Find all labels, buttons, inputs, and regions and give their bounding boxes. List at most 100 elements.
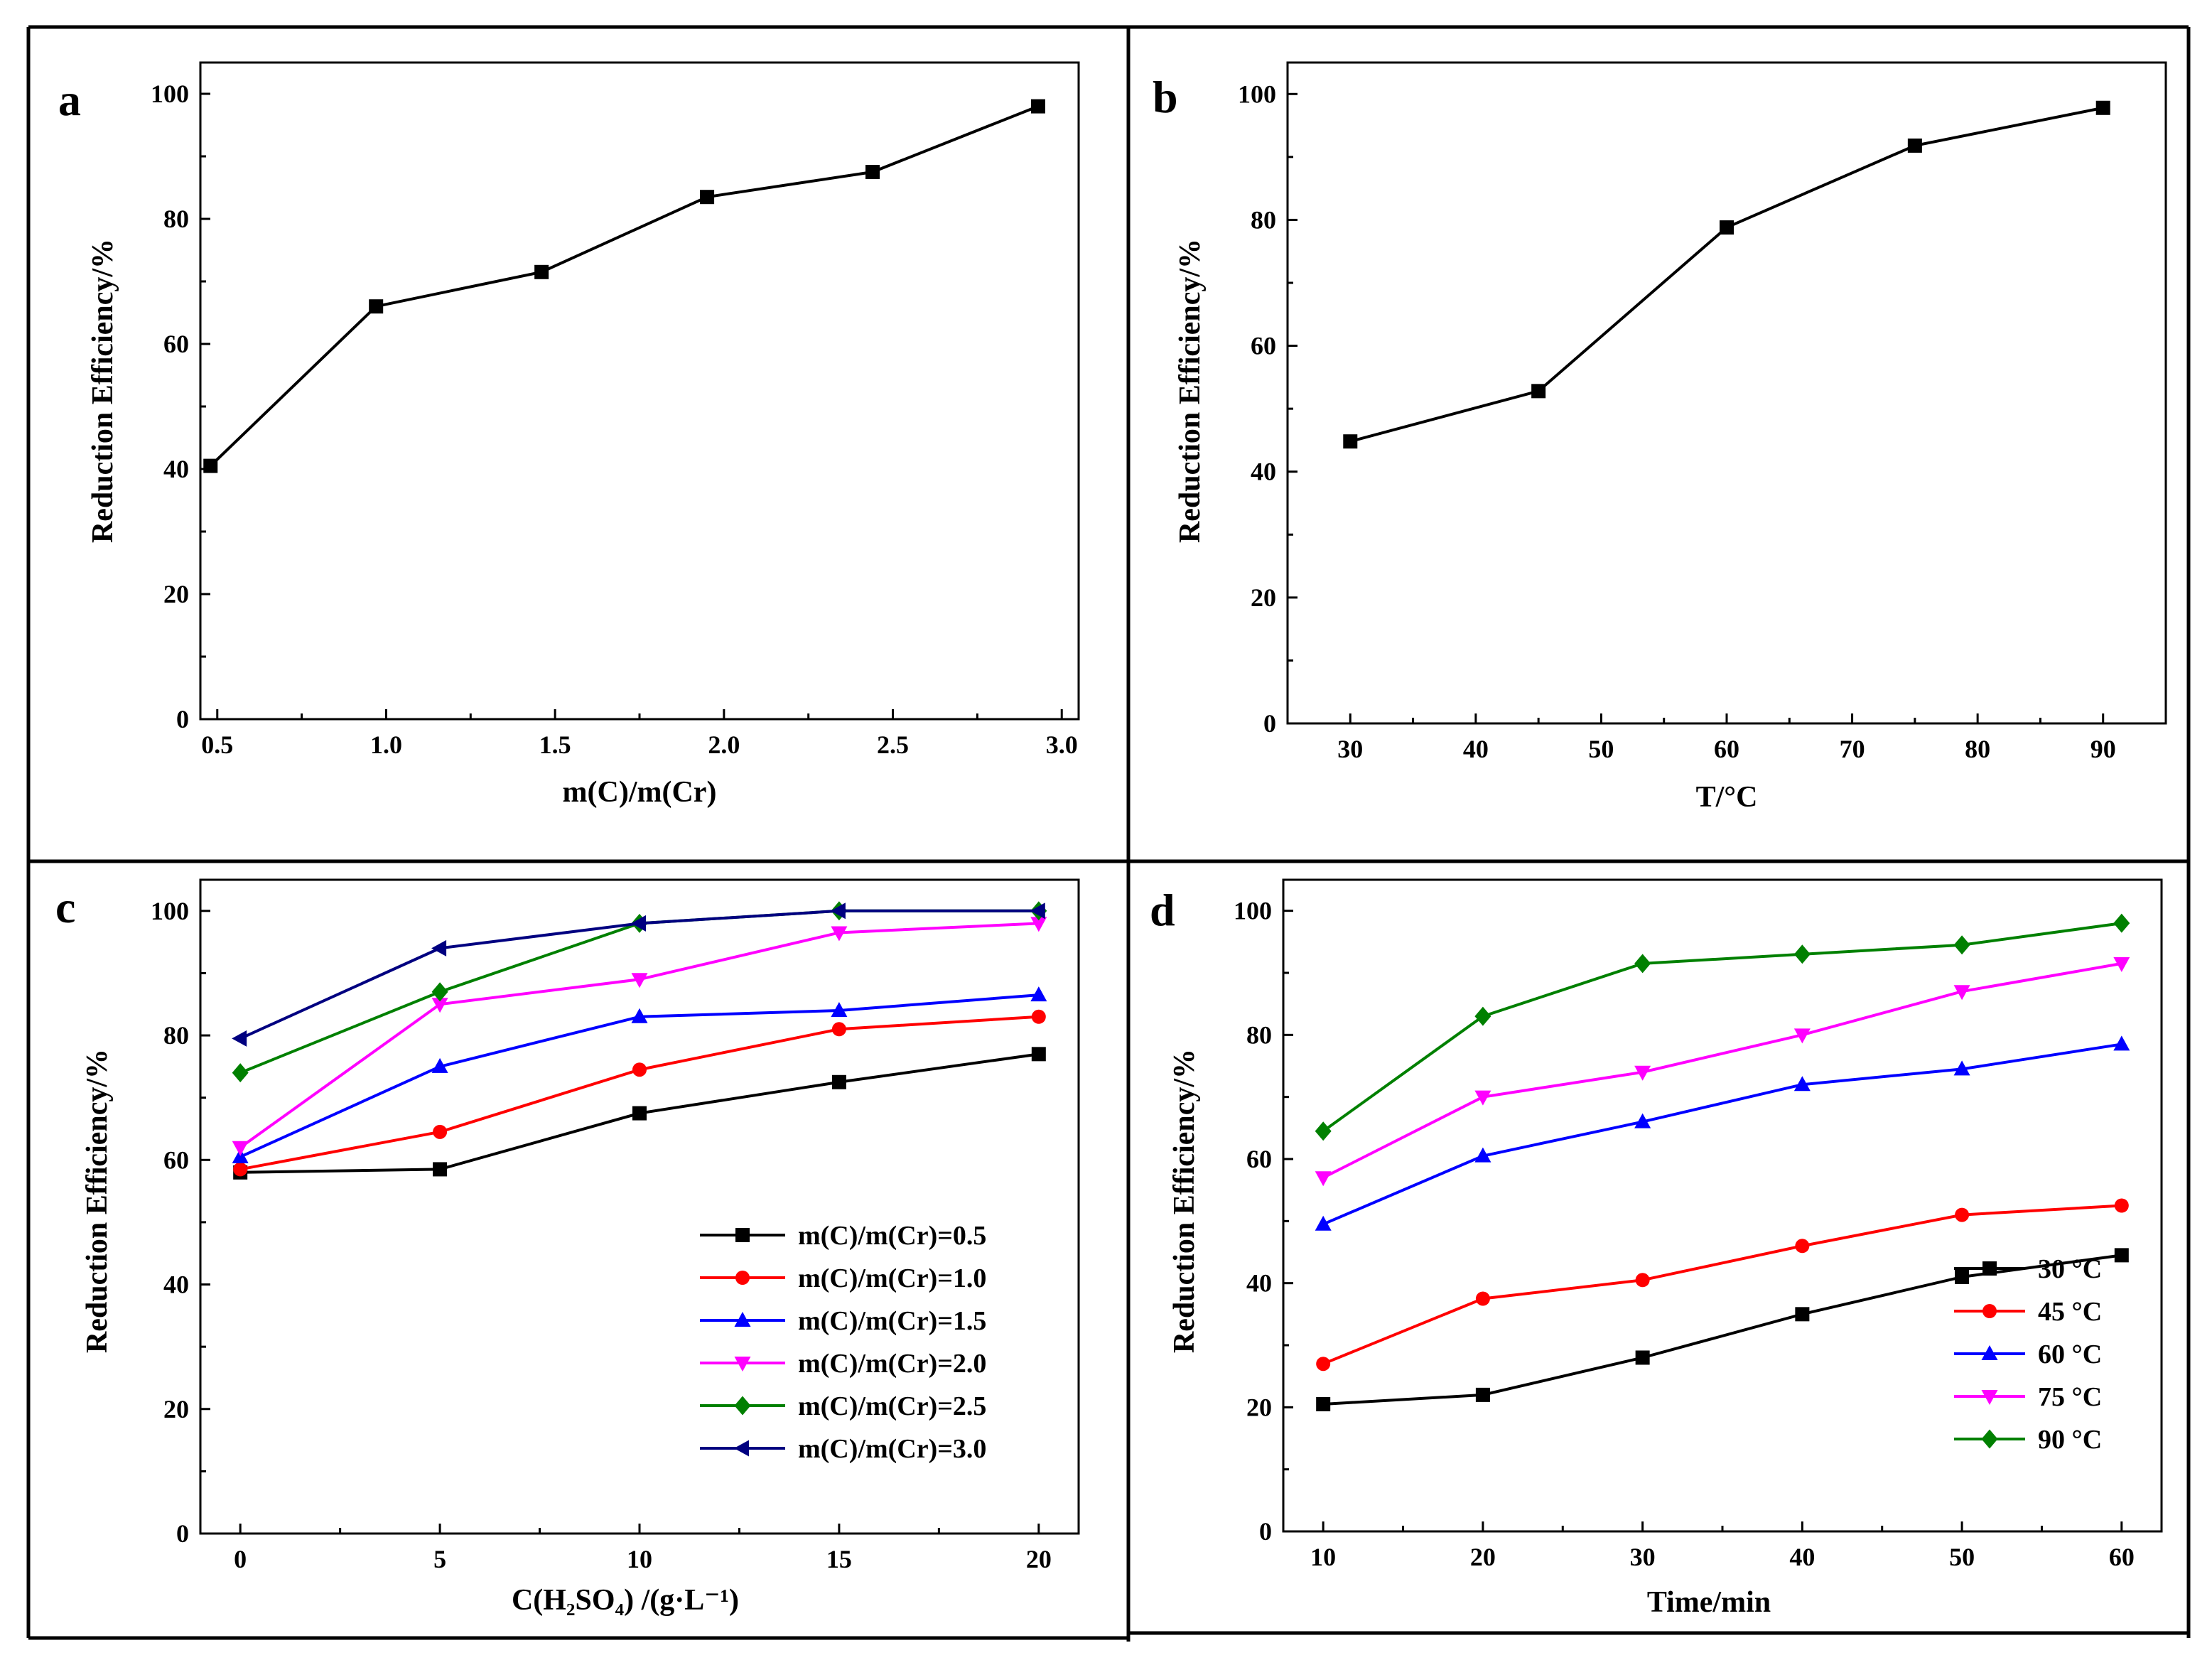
data-point-c-1-4: [1031, 1009, 1046, 1024]
x-tick-label-b: 30: [1337, 735, 1363, 763]
x-tick-label-a: 0.5: [201, 731, 233, 759]
x-axis-title-a: m(C)/m(Cr): [563, 776, 717, 809]
panel-letter-a: a: [58, 75, 81, 125]
data-point-c-5-0: [232, 1030, 247, 1047]
data-point-c-0-2: [632, 1106, 647, 1121]
x-axis-title-c: C(H₂SO₄) /(g·L⁻¹): [512, 1584, 739, 1617]
panel-frames: [26, 25, 2191, 1642]
legend-marker-c-5: [734, 1440, 749, 1457]
data-point-d-0-3: [1795, 1307, 1810, 1322]
series-line-d-2: [1322, 1042, 2122, 1226]
x-tick-label-c: 5: [433, 1545, 446, 1573]
data-point-c-1-0: [233, 1162, 248, 1177]
y-tick-label-d: 80: [1246, 1020, 1272, 1049]
data-point-c-2-2: [631, 1008, 648, 1023]
data-point-d-3-4: [1953, 985, 1970, 1001]
x-tick-label-d: 60: [2109, 1543, 2135, 1571]
data-point-a-0-5: [1030, 99, 1045, 114]
legend-marker-d-1: [1982, 1304, 1997, 1318]
data-point-c-5-3: [830, 902, 846, 920]
x-tick-label-a: 2.0: [708, 731, 740, 759]
y-tick-label-c: 60: [163, 1146, 189, 1174]
legend-marker-c-0: [735, 1228, 750, 1242]
data-point-d-1-0: [1316, 1357, 1331, 1372]
data-point-c-1-2: [632, 1062, 647, 1077]
data-point-a-0-4: [865, 165, 880, 179]
data-point-a-0-2: [534, 264, 549, 279]
data-point-c-4-1: [431, 982, 448, 1002]
x-axis-title-b: T/°C: [1696, 781, 1758, 814]
y-axis-title-a: Reduction Efficiency/%: [87, 239, 119, 543]
data-point-c-5-2: [631, 915, 646, 932]
legend-marker-d-3: [1981, 1390, 1998, 1405]
data-point-a-0-3: [700, 190, 715, 205]
data-point-c-0-4: [1031, 1047, 1046, 1062]
data-point-c-4-0: [232, 1063, 249, 1083]
y-tick-label-a: 20: [163, 580, 189, 608]
x-axis-title-d: Time/min: [1647, 1586, 1771, 1619]
panel-letter-c: c: [55, 882, 75, 932]
series-line-d-3: [1322, 961, 2122, 1179]
y-axis-title-d: Reduction Efficiency/%: [1168, 1049, 1201, 1353]
y-tick-label-d: 60: [1246, 1145, 1272, 1173]
data-point-c-3-2: [631, 973, 648, 988]
data-point-b-0-3: [1907, 138, 1922, 153]
data-point-d-2-0: [1315, 1215, 1332, 1231]
data-point-d-3-0: [1315, 1171, 1332, 1187]
data-point-d-1-4: [1955, 1207, 1970, 1222]
y-tick-label-d: 40: [1246, 1269, 1272, 1298]
data-point-d-3-1: [1474, 1090, 1491, 1106]
y-tick-label-b: 100: [1238, 80, 1276, 108]
panel-d: 10 20 30 40 50 60 0 20 40 60 80 100 Time/min Reductio…: [1150, 878, 2163, 1619]
legend-label-d-4: 90 °C: [2038, 1425, 2102, 1455]
y-tick-label-c: 100: [151, 897, 189, 925]
legend-marker-c-2: [734, 1312, 751, 1327]
x-tick-label-c: 20: [1026, 1545, 1052, 1573]
x-tick-label-c: 0: [234, 1545, 247, 1573]
y-tick-label-a: 60: [163, 330, 189, 358]
data-point-d-4-1: [1474, 1006, 1491, 1026]
x-tick-label-d: 10: [1310, 1543, 1336, 1571]
data-point-d-1-5: [2114, 1198, 2129, 1213]
x-tick-label-b: 70: [1840, 735, 1865, 763]
data-point-c-3-4: [1030, 917, 1047, 932]
data-point-c-2-4: [1030, 986, 1047, 1002]
y-tick-label-c: 20: [163, 1395, 189, 1423]
legend-label-c-4: m(C)/m(Cr)=2.5: [798, 1391, 986, 1421]
y-tick-label-c: 80: [163, 1021, 189, 1050]
y-axis-title-b: Reduction Efficiency/%: [1174, 239, 1207, 543]
data-point-c-3-0: [232, 1141, 249, 1156]
legend-label-c-3: m(C)/m(Cr)=2.0: [798, 1349, 986, 1379]
series-line-d-1: [1322, 1204, 2122, 1366]
legend-marker-c-1: [735, 1271, 750, 1285]
y-tick-label-d: 100: [1234, 897, 1272, 925]
data-point-b-0-4: [2095, 100, 2110, 115]
data-point-d-4-3: [1793, 944, 1811, 964]
x-tick-label-b: 80: [1965, 735, 1990, 763]
data-point-c-5-1: [431, 939, 447, 957]
data-point-d-0-5: [2114, 1248, 2129, 1263]
y-tick-label-c: 40: [163, 1271, 189, 1299]
data-point-c-1-3: [831, 1022, 846, 1037]
data-point-c-3-1: [431, 998, 448, 1013]
legend-marker-c-3: [734, 1357, 751, 1372]
x-tick-label-a: 3.0: [1046, 731, 1078, 759]
legend-marker-d-0: [1982, 1261, 1997, 1276]
y-tick-label-c: 0: [176, 1519, 189, 1548]
x-tick-label-a: 1.0: [370, 731, 402, 759]
legend-marker-c-4: [734, 1396, 751, 1416]
data-point-d-1-1: [1475, 1291, 1490, 1306]
y-tick-label-b: 20: [1251, 583, 1276, 612]
panel-b: 30 40 50 60 70 80 90 0 20 40 60 80 100 T/°C Reduction …: [1153, 61, 2167, 814]
series-line-d-4: [1322, 922, 2122, 1133]
y-tick-label-d: 20: [1246, 1393, 1272, 1421]
data-point-d-3-3: [1793, 1028, 1811, 1044]
x-tick-label-c: 15: [826, 1545, 852, 1573]
y-tick-label-a: 80: [163, 205, 189, 233]
data-point-d-2-3: [1793, 1076, 1811, 1092]
legend-label-d-2: 60 °C: [2038, 1340, 2102, 1369]
y-tick-label-a: 40: [163, 455, 189, 483]
data-point-b-0-0: [1343, 434, 1358, 449]
x-tick-label-d: 50: [1949, 1543, 1975, 1571]
